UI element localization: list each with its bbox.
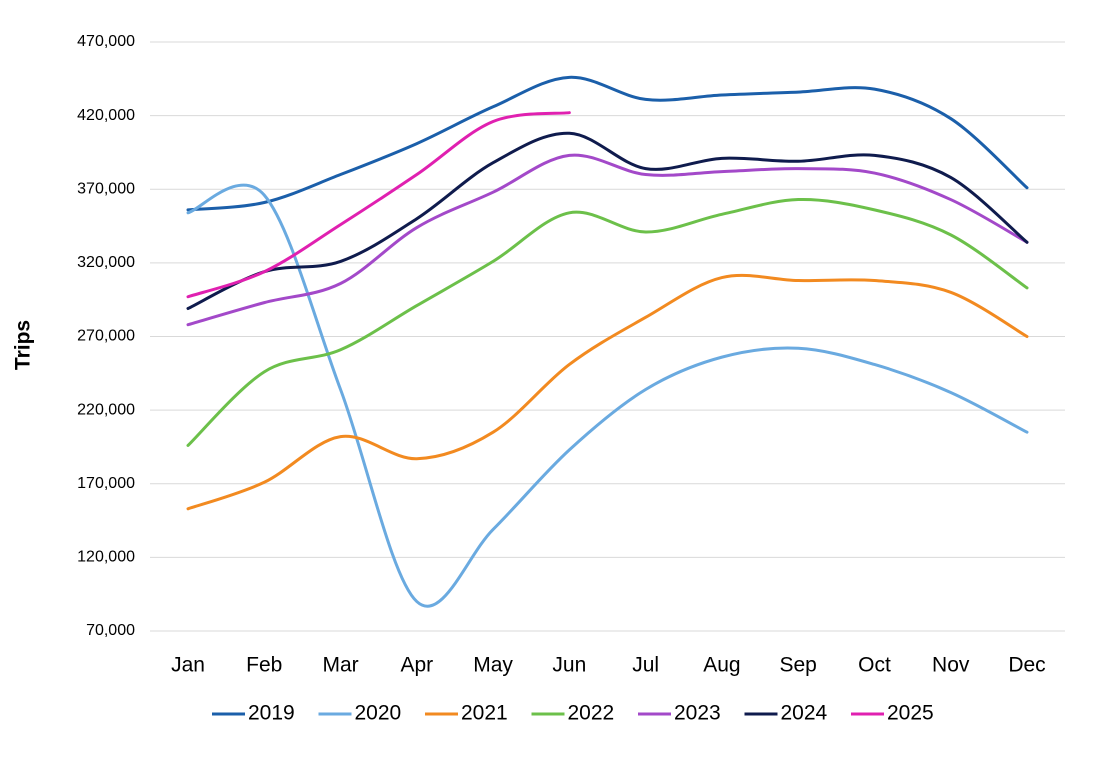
- x-tick-label: Jan: [171, 654, 205, 677]
- x-tick-label: Oct: [858, 654, 891, 677]
- x-tick-label: Nov: [932, 654, 970, 677]
- line-series: [186, 75, 1029, 212]
- line-series: [186, 111, 571, 299]
- y-tick-label: 220,000: [77, 401, 135, 418]
- line-series: [186, 131, 1029, 311]
- y-tick-label: 470,000: [77, 33, 135, 50]
- y-tick-label: 270,000: [77, 328, 135, 345]
- x-tick-label: Apr: [400, 654, 433, 677]
- x-tick-label: Dec: [1008, 654, 1045, 677]
- legend-label: 2024: [781, 702, 828, 725]
- line-series: [186, 198, 1029, 447]
- x-tick-label: Feb: [246, 654, 282, 677]
- x-tick-label: Sep: [779, 654, 816, 677]
- legend-label: 2025: [887, 702, 934, 725]
- y-tick-label: 370,000: [77, 180, 135, 197]
- line-series: [186, 153, 1029, 327]
- y-tick-label: 420,000: [77, 107, 135, 124]
- line-series: [186, 273, 1029, 511]
- line-series: [186, 183, 1029, 608]
- x-tick-label: Aug: [703, 654, 740, 677]
- y-tick-label: 170,000: [77, 475, 135, 492]
- legend-label: 2023: [674, 702, 721, 725]
- y-tick-label: 320,000: [77, 254, 135, 271]
- x-tick-label: Jun: [552, 654, 586, 677]
- legend-label: 2020: [355, 702, 402, 725]
- x-tick-label: Mar: [322, 654, 358, 677]
- y-axis-label: Trips: [12, 320, 35, 370]
- x-tick-label: Jul: [632, 654, 659, 677]
- legend-label: 2021: [461, 702, 508, 725]
- y-tick-label: 120,000: [77, 549, 135, 566]
- x-tick-label: May: [473, 654, 513, 677]
- y-tick-label: 70,000: [86, 622, 135, 639]
- legend-label: 2019: [248, 702, 295, 725]
- legend-label: 2022: [568, 702, 615, 725]
